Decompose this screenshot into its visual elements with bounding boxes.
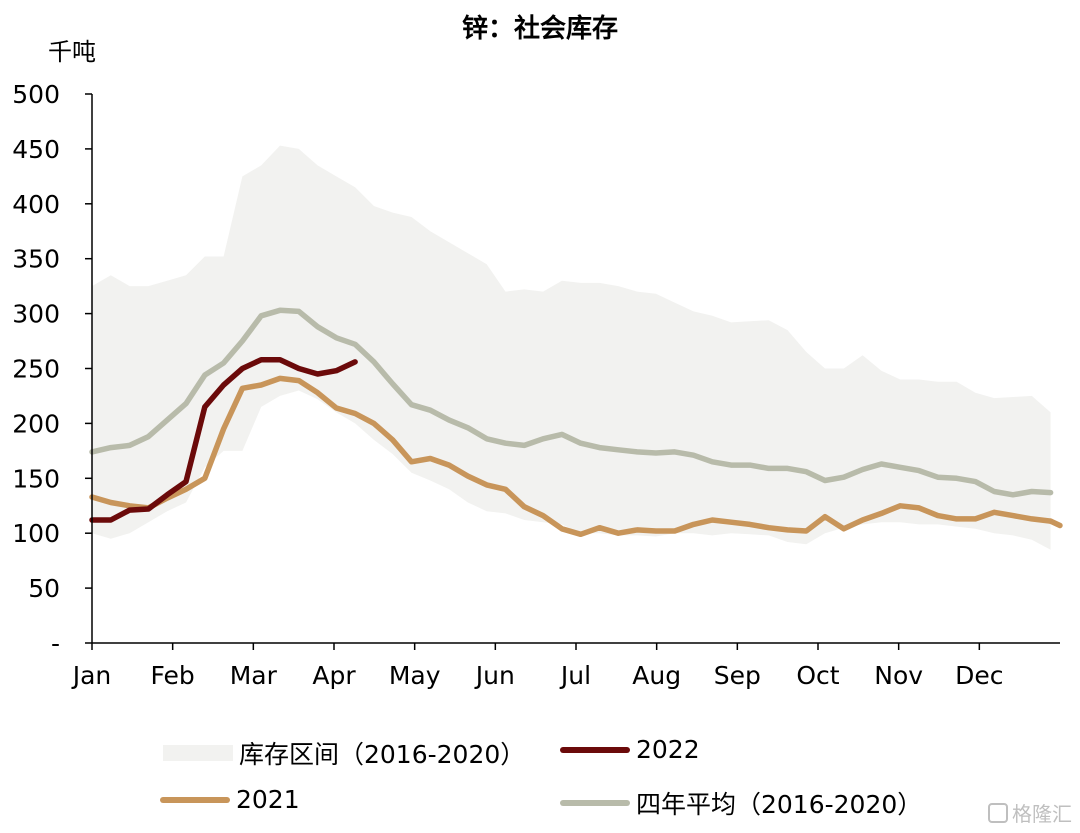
x-tick-label: Aug: [632, 661, 681, 690]
legend-swatch-2022: [560, 746, 630, 753]
legend-label-2022: 2022: [636, 735, 700, 764]
y-tick-label: 100: [12, 519, 60, 548]
chart-title: 锌：社会库存: [461, 14, 618, 44]
watermark: 格隆汇: [988, 798, 1072, 827]
y-tick-label: 200: [12, 409, 60, 438]
legend-item-avg: 四年平均（2016-2020）: [560, 785, 922, 821]
y-tick-label: 350: [12, 245, 60, 274]
y-tick-label: 50: [28, 574, 60, 603]
x-tick-label: May: [389, 661, 441, 690]
x-tick-label: Feb: [151, 661, 195, 690]
y-tick-label: 400: [12, 190, 60, 219]
legend-item-range: 库存区间（2016-2020）: [163, 735, 525, 771]
watermark-text: 格隆汇: [1012, 802, 1072, 826]
x-tick-label: Oct: [796, 661, 839, 690]
legend-label-range: 库存区间（2016-2020）: [239, 740, 526, 769]
x-tick-label: Sep: [714, 661, 761, 690]
legend-label-avg: 四年平均（2016-2020）: [636, 790, 923, 819]
series-line-0: [89, 356, 358, 523]
legend-item-2021: 2021: [160, 785, 300, 814]
series-line-3: [1047, 518, 1063, 529]
x-tick-label: Apr: [312, 661, 356, 690]
legend-swatch-2021: [160, 796, 230, 803]
x-tick-label: Jul: [559, 661, 591, 690]
y-unit-label: 千吨: [48, 38, 96, 66]
series-line-2: [89, 307, 1054, 498]
series-line-1: [89, 375, 1054, 538]
y-tick-label: 250: [12, 355, 60, 384]
y-tick-label: 450: [12, 135, 60, 164]
legend-swatch-range: [163, 745, 233, 761]
y-tick-label: 150: [12, 464, 60, 493]
range-area: [92, 145, 1051, 550]
x-tick-label: Dec: [955, 661, 1003, 690]
y-tick-label: -: [51, 629, 60, 658]
legend-item-2022: 2022: [560, 735, 700, 764]
y-tick-label: 500: [12, 80, 60, 109]
x-tick-label: Jun: [474, 661, 515, 690]
legend-swatch-avg: [560, 800, 630, 806]
x-tick-label: Mar: [230, 661, 278, 690]
y-tick-label: 300: [12, 300, 60, 329]
legend-label-2021: 2021: [236, 785, 300, 814]
x-tick-label: Nov: [874, 661, 923, 690]
x-tick-label: Jan: [71, 661, 112, 690]
watermark-logo-icon: [988, 802, 1008, 823]
